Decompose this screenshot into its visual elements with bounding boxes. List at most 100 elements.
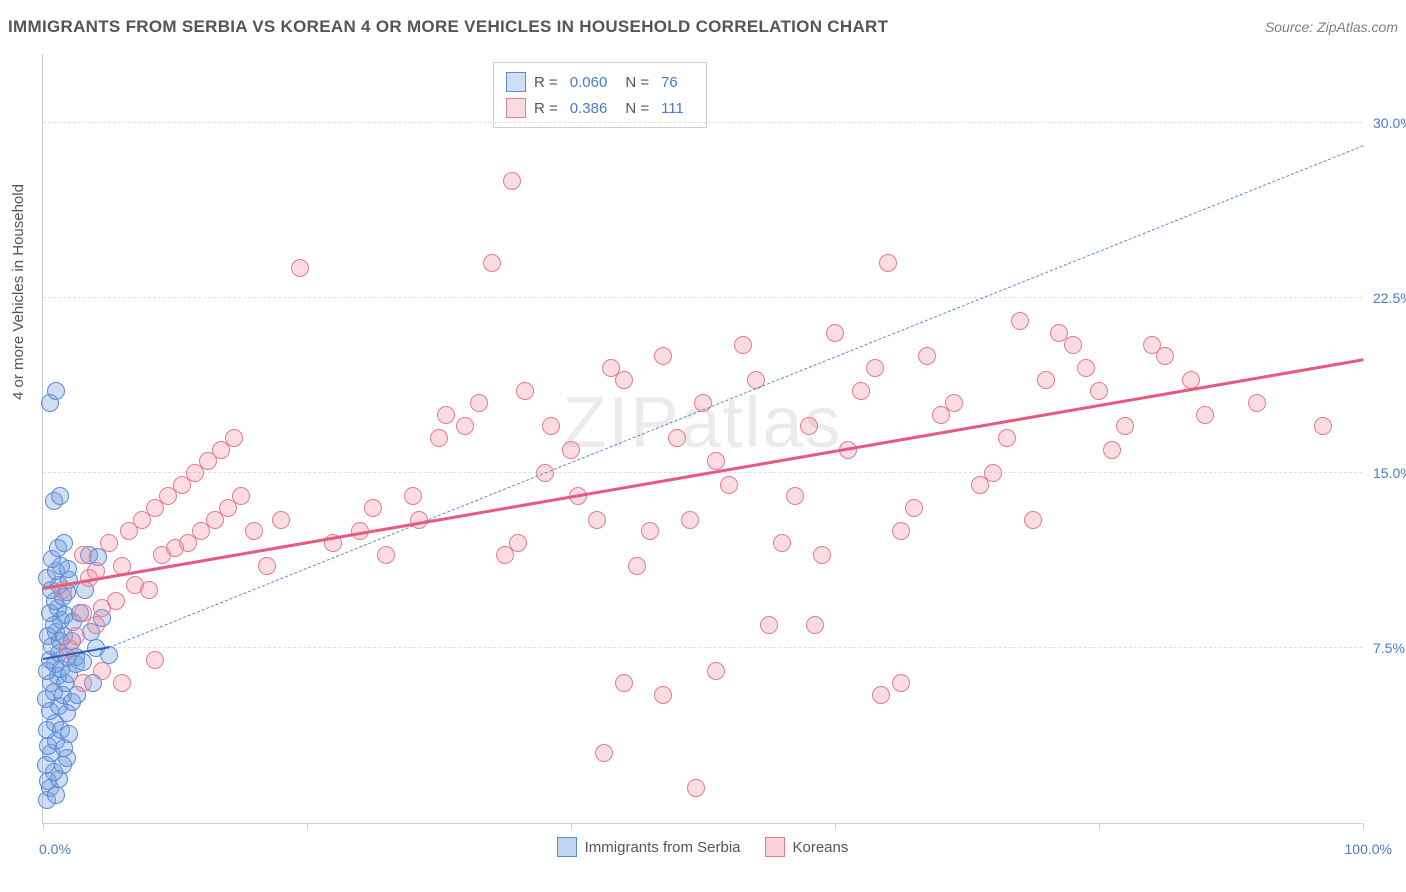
scatter-point: [602, 359, 620, 377]
x-max-label: 100.0%: [1345, 841, 1392, 857]
scatter-point: [47, 382, 65, 400]
scatter-point: [74, 653, 92, 671]
scatter-point: [615, 674, 633, 692]
scatter-point: [483, 254, 501, 272]
bottom-legend-item: Koreans: [765, 837, 849, 857]
bottom-legend-label: Immigrants from Serbia: [585, 839, 741, 856]
x-tick: [835, 823, 836, 829]
correlation-legend: R =0.060N =76R =0.386N =111: [493, 62, 707, 128]
scatter-point: [258, 557, 276, 575]
legend-r-label: R =: [534, 74, 558, 91]
scatter-point: [93, 599, 111, 617]
chart-title: IMMIGRANTS FROM SERBIA VS KOREAN 4 OR MO…: [8, 17, 888, 37]
x-tick: [1363, 823, 1364, 829]
scatter-point: [734, 336, 752, 354]
scatter-point: [496, 546, 514, 564]
scatter-point: [588, 511, 606, 529]
legend-r-value: 0.060: [566, 74, 618, 91]
scatter-point: [516, 382, 534, 400]
x-tick: [307, 823, 308, 829]
scatter-point: [67, 627, 85, 645]
x-tick: [571, 823, 572, 829]
scatter-point: [51, 487, 69, 505]
legend-r-label: R =: [534, 100, 558, 117]
legend-n-label: N =: [625, 74, 649, 91]
legend-n-label: N =: [625, 100, 649, 117]
scatter-point: [628, 557, 646, 575]
legend-swatch: [506, 98, 526, 118]
scatter-point: [654, 347, 672, 365]
scatter-point: [773, 534, 791, 552]
scatter-point: [892, 674, 910, 692]
scatter-point: [998, 429, 1016, 447]
scatter-point: [800, 417, 818, 435]
scatter-point: [1037, 371, 1055, 389]
scatter-point: [140, 581, 158, 599]
scatter-point: [760, 616, 778, 634]
scatter-point: [503, 172, 521, 190]
scatter-point: [595, 744, 613, 762]
scatter-point: [377, 546, 395, 564]
scatter-point: [872, 686, 890, 704]
scatter-point: [826, 324, 844, 342]
scatter-point: [404, 487, 422, 505]
scatter-point: [1196, 406, 1214, 424]
scatter-point: [720, 476, 738, 494]
legend-row: R =0.060N =76: [506, 69, 694, 95]
scatter-point: [59, 560, 77, 578]
scatter-point: [60, 725, 78, 743]
scatter-point: [1103, 441, 1121, 459]
gridline: [43, 122, 1362, 123]
scatter-point: [74, 546, 92, 564]
y-tick-label: 22.5%: [1373, 290, 1406, 306]
scatter-point: [245, 522, 263, 540]
scatter-point: [146, 651, 164, 669]
source-label: Source: ZipAtlas.com: [1265, 19, 1398, 35]
scatter-point: [786, 487, 804, 505]
trend-line: [109, 145, 1363, 648]
scatter-point: [364, 499, 382, 517]
scatter-point: [806, 616, 824, 634]
scatter-point: [1248, 394, 1266, 412]
legend-swatch: [506, 72, 526, 92]
scatter-point: [918, 347, 936, 365]
scatter-point: [74, 674, 92, 692]
scatter-point: [225, 429, 243, 447]
legend-swatch: [557, 837, 577, 857]
scatter-point: [430, 429, 448, 447]
scatter-point: [707, 452, 725, 470]
chart-header: IMMIGRANTS FROM SERBIA VS KOREAN 4 OR MO…: [8, 12, 1398, 42]
scatter-point: [562, 441, 580, 459]
scatter-point: [687, 779, 705, 797]
scatter-point: [1011, 312, 1029, 330]
scatter-point: [47, 786, 65, 804]
scatter-point: [437, 406, 455, 424]
scatter-point: [113, 674, 131, 692]
scatter-point: [945, 394, 963, 412]
scatter-point: [852, 382, 870, 400]
y-tick-label: 30.0%: [1373, 115, 1406, 131]
scatter-point: [1077, 359, 1095, 377]
scatter-point: [542, 417, 560, 435]
scatter-point: [1143, 336, 1161, 354]
scatter-point: [668, 429, 686, 447]
plot-area: ZIPatlas R =0.060N =76R =0.386N =111 Imm…: [42, 54, 1362, 824]
legend-row: R =0.386N =111: [506, 95, 694, 121]
gridline: [43, 647, 1362, 648]
scatter-point: [470, 394, 488, 412]
legend-r-value: 0.386: [566, 100, 618, 117]
scatter-point: [879, 254, 897, 272]
scatter-point: [1024, 511, 1042, 529]
scatter-point: [971, 476, 989, 494]
scatter-point: [1314, 417, 1332, 435]
scatter-point: [1050, 324, 1068, 342]
trend-line: [43, 358, 1364, 590]
scatter-point: [892, 522, 910, 540]
y-axis-title: 4 or more Vehicles in Household: [10, 184, 27, 400]
bottom-legend-item: Immigrants from Serbia: [557, 837, 741, 857]
scatter-point: [1090, 382, 1108, 400]
legend-swatch: [765, 837, 785, 857]
bottom-legend-label: Koreans: [793, 839, 849, 856]
x-tick: [1099, 823, 1100, 829]
scatter-point: [272, 511, 290, 529]
